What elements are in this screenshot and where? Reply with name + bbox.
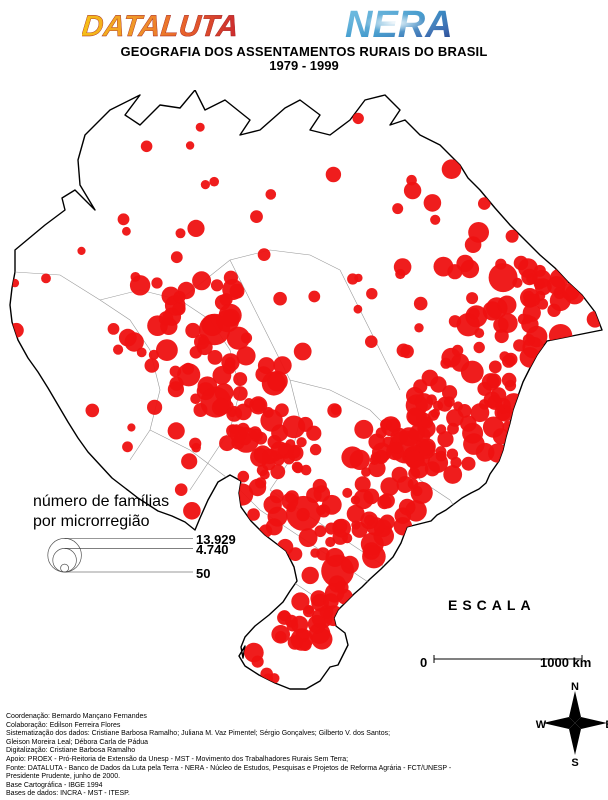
svg-text:DATALUTA: DATALUTA (82, 10, 240, 43)
svg-text:S: S (571, 757, 578, 768)
